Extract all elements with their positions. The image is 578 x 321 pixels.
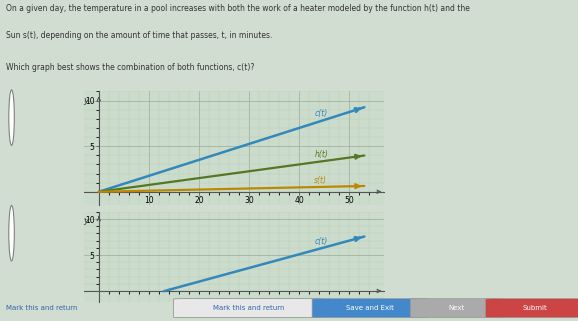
Text: Mark this and return: Mark this and return bbox=[6, 305, 77, 311]
Text: y: y bbox=[83, 216, 89, 225]
Text: Next: Next bbox=[449, 305, 465, 311]
Text: On a given day, the temperature in a pool increases with both the work of a heat: On a given day, the temperature in a poo… bbox=[6, 4, 470, 13]
Circle shape bbox=[9, 205, 14, 261]
Circle shape bbox=[9, 90, 14, 145]
Text: Submit: Submit bbox=[523, 305, 547, 311]
FancyBboxPatch shape bbox=[410, 299, 503, 318]
Text: c(t): c(t) bbox=[314, 109, 328, 118]
FancyBboxPatch shape bbox=[486, 299, 578, 318]
FancyBboxPatch shape bbox=[173, 299, 324, 318]
FancyBboxPatch shape bbox=[312, 299, 428, 318]
Text: h(t): h(t) bbox=[314, 150, 328, 159]
Text: Mark this and return: Mark this and return bbox=[213, 305, 284, 311]
Text: Sun s(t), depending on the amount of time that passes, t, in minutes.: Sun s(t), depending on the amount of tim… bbox=[6, 31, 272, 40]
Text: s(t): s(t) bbox=[314, 176, 327, 185]
Text: Which graph best shows the combination of both functions, c(t)?: Which graph best shows the combination o… bbox=[6, 63, 254, 72]
Text: y: y bbox=[83, 97, 89, 106]
Text: Save and Exit: Save and Exit bbox=[346, 305, 394, 311]
Text: c(t): c(t) bbox=[314, 237, 328, 246]
